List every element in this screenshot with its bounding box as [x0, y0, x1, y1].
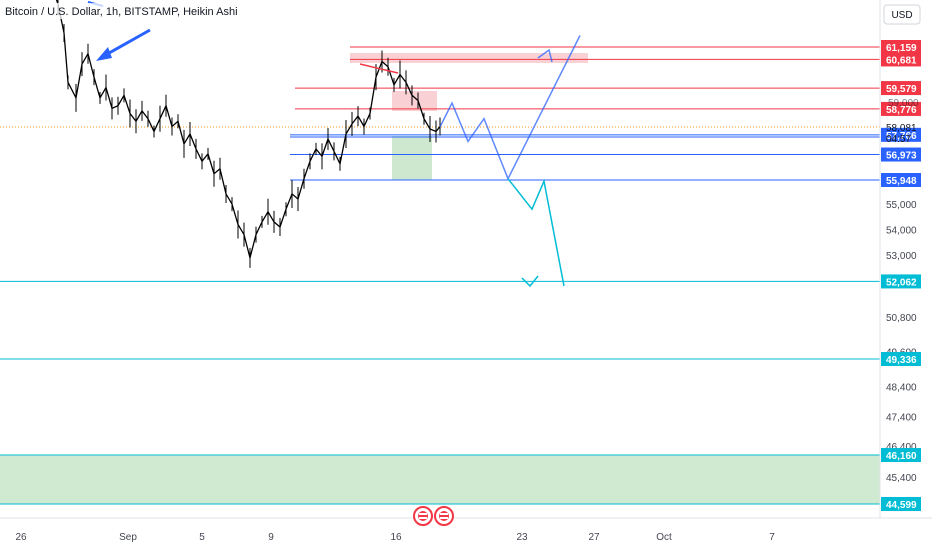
level-tag-label: 52,062: [886, 277, 917, 288]
level-tag-label: 49,336: [886, 355, 917, 366]
event-flag-icon[interactable]: [434, 506, 454, 526]
hidden-price-label: 59,000: [888, 98, 919, 109]
x-axis: 26 Sep 5 9 16 23 27 Oct 7: [15, 532, 775, 543]
level-tag: [881, 81, 921, 96]
level-tag-label: 61,159: [886, 43, 917, 54]
currency-button[interactable]: [883, 4, 921, 25]
countdown-label: 04:57: [886, 134, 911, 145]
level-tag-label: 58,776: [886, 105, 917, 116]
x-tick-label: Oct: [656, 532, 672, 543]
x-tick-label: 26: [15, 532, 27, 543]
y-tick-label: 48,400: [886, 383, 917, 394]
y-tick-label: 45,400: [886, 473, 917, 484]
x-tick-label: Sep: [119, 532, 137, 543]
x-tick-label: 16: [390, 532, 402, 543]
x-tick-label: 9: [268, 532, 274, 543]
annotation-arrow-head: [96, 47, 112, 61]
level-tag: [881, 448, 921, 462]
currency-label: USD: [891, 10, 912, 21]
x-tick-label: 7: [769, 532, 775, 543]
candle-wicks: [57, 0, 441, 268]
supply-zone-top: [350, 53, 588, 63]
level-tag: [881, 52, 921, 67]
level-tag: [881, 40, 921, 54]
y-tick-label: 47,400: [886, 412, 917, 423]
supply-zone-local: [392, 91, 437, 111]
demand-zone-local: [392, 136, 432, 180]
level-tag-label: 44,599: [886, 500, 917, 511]
level-tag: [881, 127, 921, 142]
level-tag-label: 46,160: [886, 451, 917, 462]
level-tag-label: 59,579: [886, 84, 917, 95]
level-tag: [881, 352, 921, 366]
x-tick-label: 5: [199, 532, 205, 543]
level-tag: [881, 147, 921, 162]
y-tick-label: 54,000: [886, 226, 917, 237]
arrow-head-down: [521, 275, 539, 288]
level-tag-label: 55,948: [886, 176, 917, 187]
y-tick-label: 50,800: [886, 313, 917, 324]
arrow-head-up: [537, 48, 553, 63]
y-tick-label: 55,000: [886, 200, 917, 211]
demand-zone: [0, 455, 880, 504]
level-lines: [0, 46, 880, 505]
y-tick-label: 46,400: [886, 442, 917, 453]
level-tag: [881, 274, 921, 289]
level-tag-label: 57,766: [886, 131, 917, 142]
event-flag-icon[interactable]: [413, 506, 433, 526]
x-tick-label: 23: [516, 532, 528, 543]
projection-path-down: [507, 178, 565, 287]
chart-title: Bitcoin / U.S. Dollar, 1h, BITSTAMP, Hei…: [5, 6, 238, 18]
level-tag: [881, 173, 921, 187]
level-tag-label: 60,681: [886, 55, 917, 66]
level-tag: [881, 497, 921, 511]
current-price-label: 58,081: [886, 123, 917, 134]
x-tick-label: 27: [588, 532, 600, 543]
trend-line: [359, 63, 399, 74]
level-tag-label: 56,973: [886, 151, 917, 162]
projection-path-up: [439, 35, 581, 181]
level-tag: [881, 101, 921, 116]
y-tick-label: 53,000: [886, 251, 917, 262]
